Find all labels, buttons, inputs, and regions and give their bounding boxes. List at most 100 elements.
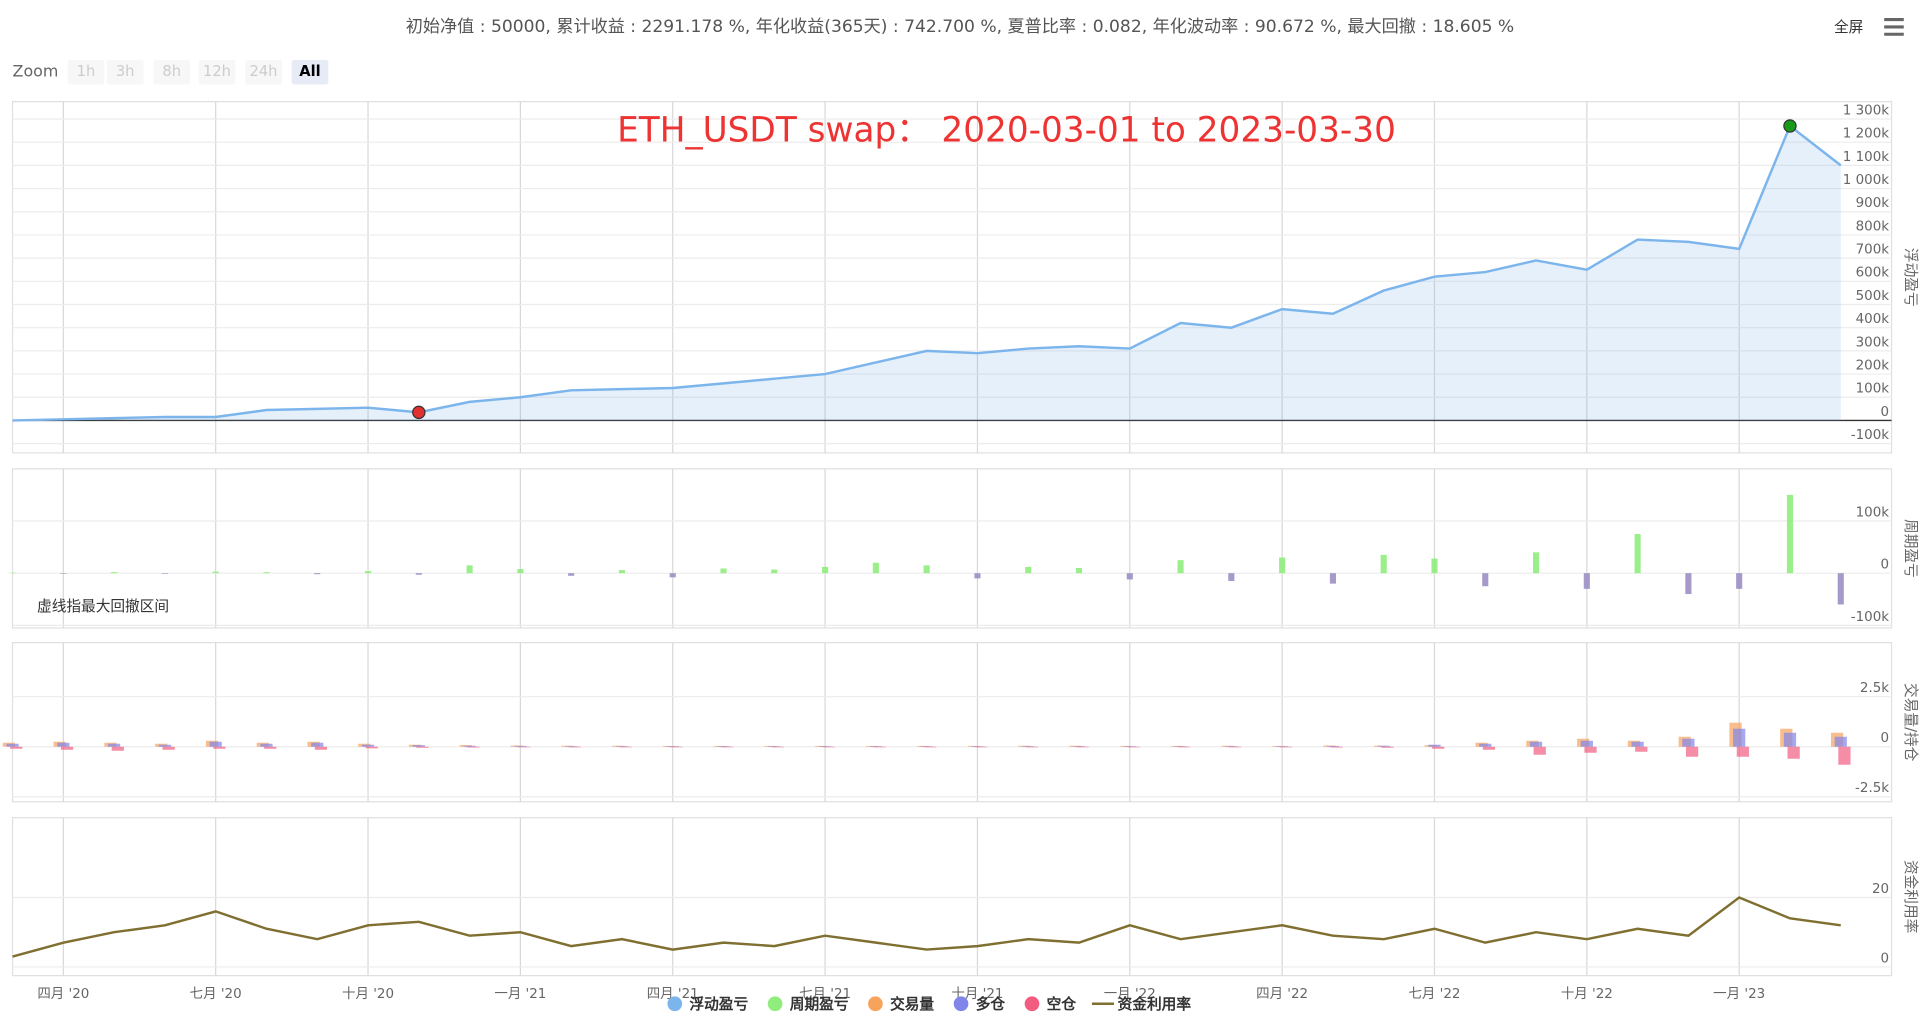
zoom-button[interactable]: 1h [77,63,96,80]
bar [158,744,172,747]
bar [1736,573,1743,589]
menu-button[interactable] [1884,18,1904,36]
bar [1228,746,1242,748]
x-tick-label: 四月 '21 [647,987,699,1002]
bar [463,745,476,747]
marker [1783,119,1797,133]
bar [1482,573,1489,587]
line [12,123,1842,422]
bar [1580,740,1593,747]
bar [974,746,988,748]
bar [971,746,984,747]
legend-label[interactable]: 空仓 [1047,995,1077,1013]
y-tick-label: 200k [1856,359,1890,374]
panel-frame [11,468,1893,629]
bar [111,572,118,574]
bar [1380,554,1387,574]
annotation: 虚线指最大回撤区间 [37,598,169,615]
bar [1025,566,1032,574]
bar [1329,573,1336,584]
y-tick-label: 1 000k [1843,173,1890,188]
bar [873,746,886,748]
bar [162,746,175,750]
legend-label[interactable]: 浮动盈亏 [689,995,748,1013]
zoom-button[interactable]: All [299,63,320,80]
y-axis-title: 周期盈亏 [1902,519,1919,578]
bar [514,745,527,747]
legend-symbol [667,996,683,1012]
zoom-button[interactable]: 8h [162,63,181,80]
bar [666,746,679,747]
bar [60,746,74,750]
bar [822,746,835,748]
bar [1786,494,1794,574]
bar [920,746,933,747]
bar [669,573,676,578]
zoom-button[interactable]: 12h [203,63,231,80]
legend-symbol [767,996,783,1012]
marker [412,405,426,420]
bar [9,572,16,574]
bar [1072,746,1086,747]
bar [111,746,124,751]
bar [60,573,67,574]
bar [1428,744,1441,747]
zoom-button-bg[interactable] [153,59,191,85]
bar [1533,746,1546,755]
zoom-button-bg[interactable] [67,59,105,85]
zoom-button-bg[interactable] [106,59,144,85]
y-tick-label: 0 [1881,405,1890,420]
area [12,125,1841,421]
bar [365,746,378,749]
legend-label[interactable]: 交易量 [890,995,934,1013]
panel-frame [11,817,1893,977]
y-tick-label: -100k [1851,610,1890,625]
zoom-button-bg[interactable] [245,59,282,85]
bar [1783,732,1797,747]
bar [107,743,121,747]
bar [361,744,375,747]
zoom-button[interactable]: 24h [250,63,278,80]
bar [1177,560,1184,574]
bar [263,572,270,574]
y-tick-label: -100k [1851,428,1890,443]
legend-symbol [868,996,883,1012]
y-tick-label: 20 [1872,882,1889,897]
bar [260,743,273,747]
y-tick-label: 900k [1856,196,1890,211]
zoom-button[interactable]: 3h [116,63,135,80]
bar [1838,746,1851,765]
bar [1178,746,1191,748]
bar [1127,746,1140,748]
bar [615,746,629,747]
bar [1123,746,1136,747]
bar [1635,746,1648,752]
bar [1736,746,1749,757]
legend-label[interactable]: 资金利用率 [1118,995,1192,1013]
bar [670,746,683,748]
bar [1279,746,1292,748]
bar [10,746,23,749]
bar [416,746,429,748]
y-tick-label: 0 [1881,731,1890,746]
y-axis-title: 浮动盈亏 [1902,248,1919,307]
bar [213,746,226,749]
legend-label[interactable]: 周期盈亏 [790,995,849,1013]
bar [264,746,277,749]
y-tick-label: 100k [1856,505,1890,520]
bar [209,741,222,747]
bar [1733,728,1746,747]
bar [212,571,219,574]
zoom-button-bg[interactable] [198,59,236,85]
bar [1634,534,1641,574]
zoom-button-bg[interactable] [291,59,329,85]
legend-label[interactable]: 多仓 [976,995,1006,1013]
x-tick-label: 七月 '21 [799,986,851,1002]
bar [872,562,879,574]
bar [1529,741,1543,747]
fullscreen-button[interactable]: 全屏 [1834,18,1863,36]
stats-summary: 初始净值 : 50000, 累计收益 : 2291.178 %, 年化收益(36… [406,17,1514,37]
y-tick-label: 800k [1856,219,1890,234]
chart-title: ETH_USDT swap： 2020-03-01 to 2023-03-30 [617,111,1396,151]
